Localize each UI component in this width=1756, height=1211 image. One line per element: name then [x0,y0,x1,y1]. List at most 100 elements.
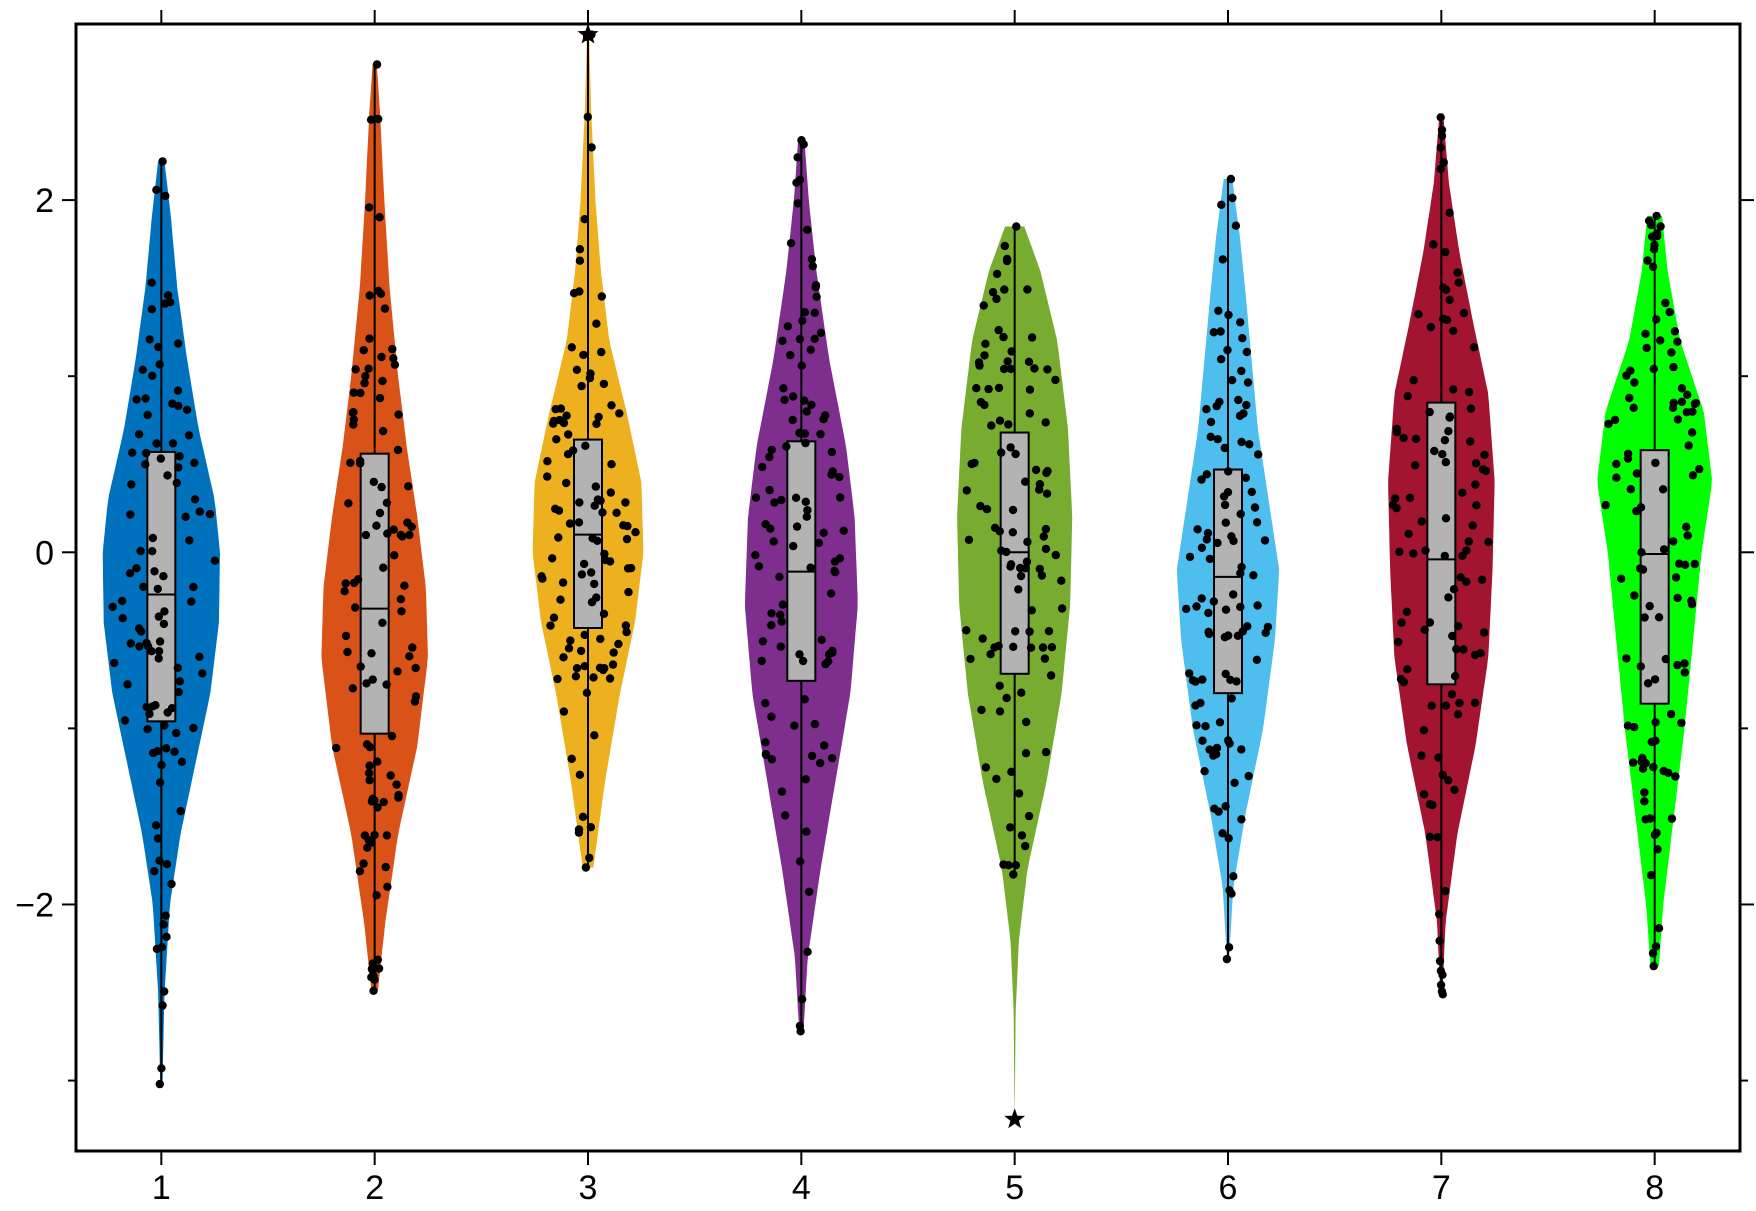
data-point [1630,722,1639,732]
data-point [138,365,147,374]
data-point [1006,823,1015,832]
x-tick-label: 4 [792,1169,811,1207]
data-point [580,215,589,224]
data-point [359,859,368,868]
data-point [1445,208,1454,217]
data-point [1209,597,1219,606]
data-point [1436,164,1446,174]
data-point [145,335,154,344]
data-point [622,534,632,544]
data-point [1661,654,1671,664]
data-point [356,459,365,468]
data-point [795,650,804,659]
data-point [1441,285,1451,294]
data-point [1403,665,1412,674]
data-point [1421,546,1430,555]
data-point [1470,698,1480,707]
data-point [1037,571,1047,580]
data-point [1042,489,1052,498]
data-point [408,643,417,652]
data-point [1434,753,1443,762]
data-point [141,394,150,403]
data-point [803,225,812,234]
data-point [1445,295,1454,304]
data-point [125,569,135,578]
data-point [988,288,998,297]
data-point [549,613,559,622]
data-point [1625,393,1634,403]
data-point [1425,618,1435,627]
data-point [776,642,785,651]
data-point [788,415,797,425]
data-point [795,1021,805,1031]
data-point [599,665,608,675]
data-point [1236,602,1245,612]
data-point [1009,642,1018,651]
data-point [397,607,406,616]
data-point [585,373,595,383]
data-point [390,551,399,560]
data-point [1025,627,1034,636]
data-point [1021,717,1031,727]
data-point [575,256,585,265]
data-point [1649,762,1658,772]
data-point [1671,772,1680,781]
data-point [162,744,171,753]
data-point [1252,655,1262,664]
data-point [373,803,382,812]
data-point [132,395,141,404]
data-point [1223,736,1233,745]
data-point [1695,464,1704,474]
data-point [1484,537,1493,547]
data-point [579,559,589,569]
data-point [162,932,171,941]
data-point [404,482,413,491]
data-point [1397,618,1406,627]
data-point [553,674,562,684]
data-point [160,607,169,616]
data-point [1392,424,1402,434]
data-point [349,420,358,429]
data-point [1249,571,1258,580]
data-point [372,891,381,900]
data-point [1435,956,1445,966]
data-point [1637,757,1646,766]
data-point [1391,494,1400,503]
data-point [810,719,820,729]
data-point [1448,631,1457,641]
data-point [1654,924,1664,933]
data-point [765,485,774,495]
data-point [365,291,374,300]
data-point [127,480,136,489]
data-point [198,669,207,678]
data-point [1212,743,1222,753]
data-point [1216,355,1226,364]
data-point [598,508,607,517]
data-point [132,564,141,573]
data-point [775,572,784,581]
data-point [781,811,790,820]
data-point [1449,585,1459,594]
data-point [581,863,591,872]
data-point [1640,788,1649,797]
data-point [1040,654,1050,663]
data-point [992,269,1002,279]
data-point [621,498,630,507]
data-point [1441,247,1450,257]
data-point [147,647,156,656]
data-point [964,535,974,544]
data-point [148,533,157,543]
data-point [1205,629,1214,639]
data-point [368,959,377,968]
data-point [1419,790,1429,799]
data-point [1640,797,1649,806]
data-point [182,405,192,414]
data-point [1447,690,1457,699]
data-point [575,245,585,254]
data-point [155,360,164,369]
data-point [793,153,802,162]
data-point [805,887,814,896]
boxes-layer [146,34,1670,1085]
data-point [549,419,558,428]
data-point [1444,776,1453,785]
